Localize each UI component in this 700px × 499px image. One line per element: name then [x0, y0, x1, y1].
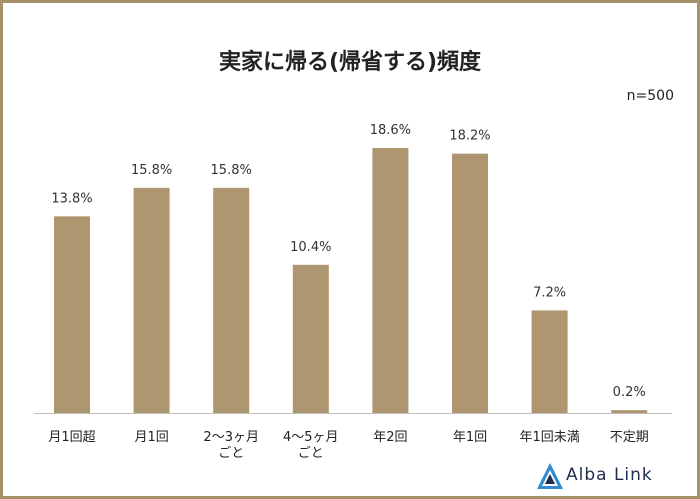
value-label-2: 15.8%: [131, 163, 172, 178]
bar-5: [372, 147, 409, 413]
x-tick-label-7: 年1回未満: [519, 430, 579, 445]
x-tick-label-4: ごと: [298, 445, 324, 461]
bar-1: [54, 216, 90, 413]
value-label-4: 10.4%: [290, 240, 331, 255]
alba-link-logo-icon: [537, 463, 563, 489]
value-label-1: 13.8%: [51, 191, 92, 206]
bar-6: [452, 153, 488, 413]
x-tick-label-3: ごと: [218, 445, 244, 461]
x-tick-label-8: 不定期: [610, 430, 649, 445]
chart-title: 実家に帰る(帰省する)頻度: [218, 50, 482, 75]
bar-3: [213, 187, 250, 413]
bar-4: [292, 264, 329, 413]
value-label-3: 15.8%: [211, 163, 252, 178]
value-label-7: 7.2%: [533, 285, 566, 300]
x-tick-label-1: 月1回超: [48, 430, 95, 445]
x-tick-label-6: 年1回: [453, 430, 487, 445]
x-tick-label-4: 4～5ヶ月: [283, 430, 339, 445]
value-label-5: 18.6%: [370, 123, 411, 138]
brand-name: Alba Link: [566, 465, 653, 485]
sample-size-label: n=500: [626, 88, 674, 104]
bar-7: [531, 310, 568, 413]
bar-8: [611, 410, 648, 413]
value-label-6: 18.2%: [449, 129, 490, 144]
alba-link-logo: Alba Link: [536, 462, 686, 492]
x-tick-label-5: 年2回: [373, 430, 407, 445]
value-label-8: 0.2%: [613, 385, 646, 400]
bar-2: [133, 187, 170, 413]
x-tick-label-3: 2～3ヶ月: [203, 430, 259, 445]
x-tick-label-2: 月1回: [134, 430, 168, 445]
